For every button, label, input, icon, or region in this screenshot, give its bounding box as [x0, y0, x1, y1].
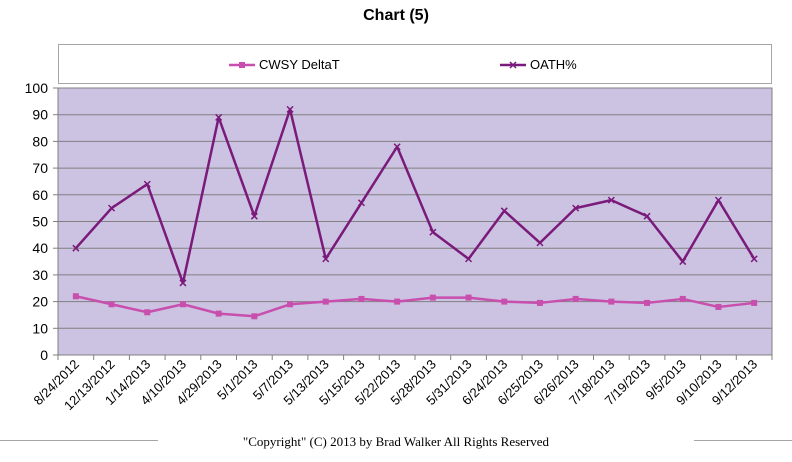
data-point-0: [251, 313, 258, 320]
legend: CWSY DeltaT OATH%: [58, 44, 772, 84]
data-point-0: [144, 309, 151, 316]
data-point-1: [72, 244, 80, 252]
data-point-1: [750, 255, 758, 263]
data-point-0: [394, 298, 401, 305]
data-point-0: [536, 299, 543, 306]
data-point-0: [322, 298, 329, 305]
data-point-0: [358, 295, 365, 302]
y-tick-label: 80: [32, 133, 48, 149]
series-line-1: [74, 108, 756, 285]
data-point-1: [108, 204, 116, 212]
y-tick-label: 0: [40, 347, 48, 363]
data-point-1: [500, 207, 508, 215]
legend-label-oath: OATH%: [530, 57, 577, 72]
data-point-0: [501, 298, 508, 305]
data-point-1: [179, 279, 187, 287]
data-point-0: [644, 299, 651, 306]
footer-divider-right: [694, 440, 792, 441]
y-tick-label: 20: [32, 294, 48, 310]
data-point-1: [572, 204, 580, 212]
y-tick-label: 90: [32, 107, 48, 123]
data-point-1: [607, 196, 615, 204]
data-point-1: [536, 239, 544, 247]
y-tick-label: 40: [32, 240, 48, 256]
data-point-0: [715, 303, 722, 310]
data-point-1: [679, 258, 687, 266]
y-tick-label: 60: [32, 187, 48, 203]
data-point-1: [393, 143, 401, 151]
data-point-0: [108, 301, 115, 308]
data-point-1: [714, 196, 722, 204]
data-point-1: [215, 113, 223, 121]
footer-divider-left: [0, 440, 158, 441]
data-point-1: [429, 228, 437, 236]
series-line-0: [75, 295, 755, 318]
data-point-1: [250, 212, 258, 220]
legend-item-oath: OATH%: [500, 57, 577, 72]
data-point-0: [72, 293, 79, 300]
data-point-0: [215, 310, 222, 317]
data-point-0: [572, 295, 579, 302]
data-point-1: [143, 180, 151, 188]
data-point-0: [287, 301, 294, 308]
copyright-notice: "Copyright" (C) 2013 by Brad Walker All …: [242, 434, 550, 449]
y-tick-label: 70: [32, 160, 48, 176]
data-point-1: [643, 212, 651, 220]
data-point-0: [679, 295, 686, 302]
chart-title: Chart (5): [363, 7, 429, 24]
data-point-0: [429, 294, 436, 301]
data-point-1: [357, 199, 365, 207]
data-point-0: [179, 301, 186, 308]
y-tick-label: 50: [32, 214, 48, 230]
y-tick-label: 100: [25, 80, 49, 96]
legend-swatch-oath: [500, 60, 526, 69]
legend-item-cwsy-deltat: CWSY DeltaT: [229, 57, 340, 72]
data-point-1: [286, 105, 294, 113]
legend-label-cwsy-deltat: CWSY DeltaT: [259, 57, 340, 72]
data-point-1: [322, 255, 330, 263]
legend-swatch-cwsy-deltat: [229, 61, 255, 68]
data-point-0: [751, 299, 758, 306]
data-point-0: [608, 298, 615, 305]
data-point-1: [465, 255, 473, 263]
y-tick-label: 10: [32, 320, 48, 336]
data-point-0: [465, 294, 472, 301]
y-tick-label: 30: [32, 267, 48, 283]
